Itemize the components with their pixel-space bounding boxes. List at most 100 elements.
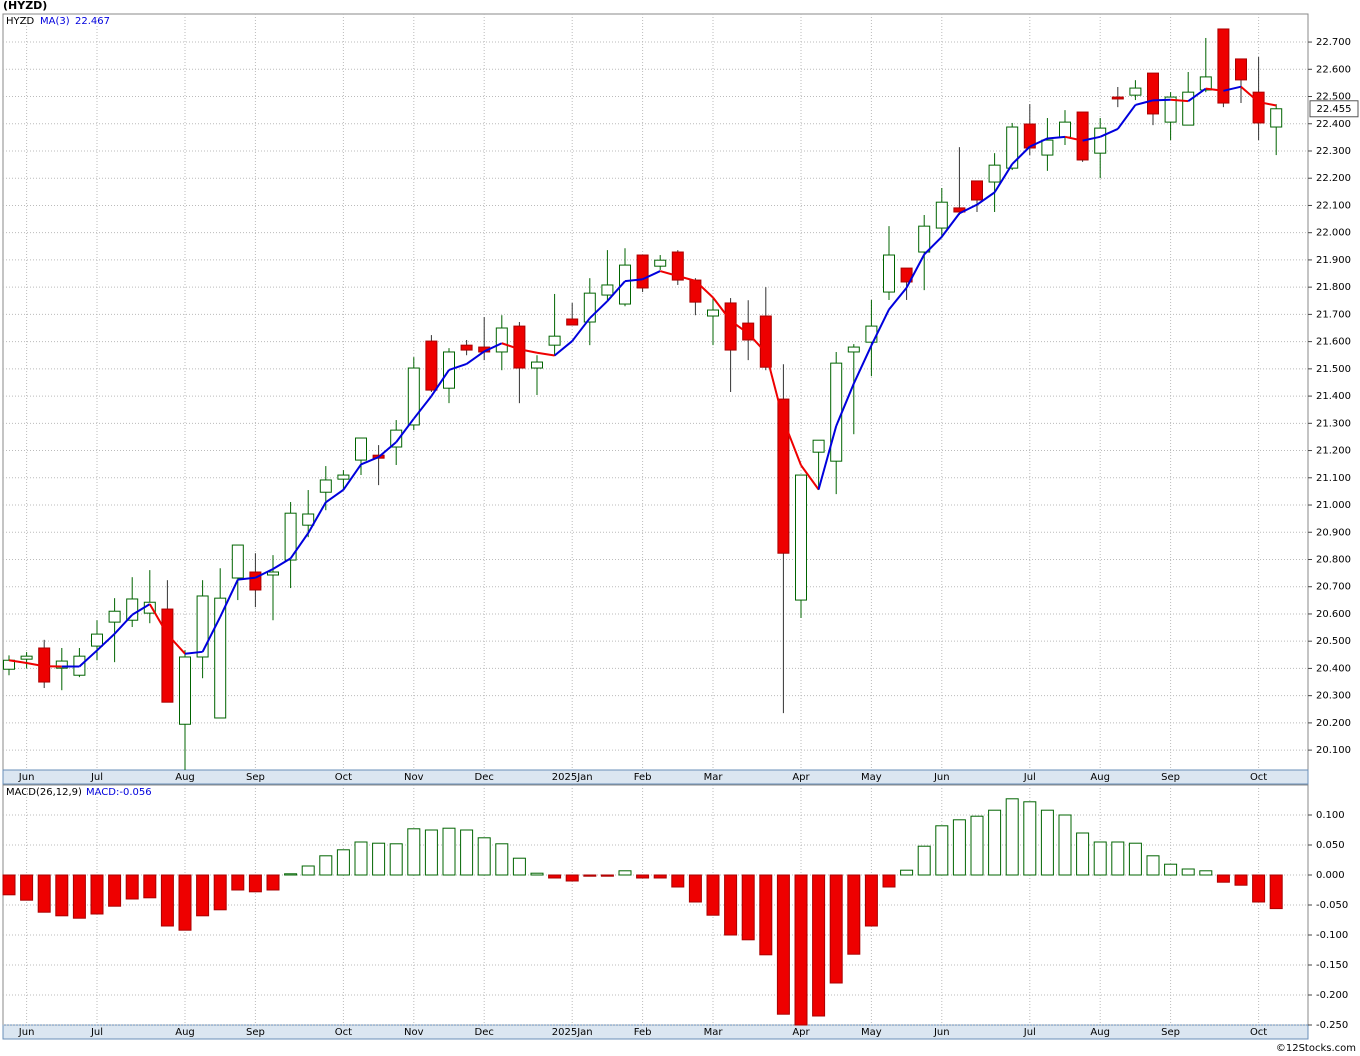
candle-body	[971, 180, 983, 201]
macd-bar	[1181, 868, 1195, 876]
ma-line	[905, 254, 926, 289]
ma-line	[1223, 85, 1242, 92]
candle-body	[460, 344, 473, 351]
candle-body	[988, 164, 1001, 183]
ma-line	[1187, 87, 1207, 102]
candle-body	[55, 660, 68, 669]
candle-body	[724, 302, 737, 351]
ma-line	[466, 350, 485, 365]
x-tick-label: Aug	[1090, 772, 1110, 783]
x-tick-label: Aug	[175, 772, 195, 783]
y-tick-label: 20.300	[1316, 691, 1351, 702]
ma-line	[360, 456, 379, 466]
y-tick-label: 22.700	[1316, 37, 1351, 48]
x-tick-label: Sep	[1161, 772, 1180, 783]
candle-body	[407, 367, 420, 426]
ma-line	[501, 342, 520, 351]
macd-bar	[178, 874, 192, 931]
candle-body	[795, 474, 807, 601]
macd-bar	[407, 828, 421, 876]
y-tick-label: 21.900	[1316, 255, 1351, 266]
ma-line	[852, 345, 873, 384]
macd-bar	[548, 874, 562, 879]
x-tick-label: Aug	[1090, 1027, 1110, 1038]
macd-bar	[1128, 842, 1142, 876]
ma-line	[26, 661, 45, 668]
macd-bar	[125, 874, 139, 900]
macd-bar	[1040, 809, 1054, 876]
macd-bar	[37, 874, 51, 913]
ma-line	[1011, 145, 1031, 165]
candle-body	[1235, 58, 1247, 81]
candle-body	[91, 633, 103, 647]
candle-body	[20, 655, 33, 660]
ma-line	[395, 418, 415, 443]
macd-bar	[160, 874, 174, 927]
macd-bar	[935, 825, 949, 876]
candle-body	[425, 340, 438, 391]
ma-line	[835, 383, 855, 427]
candle-body	[1147, 72, 1159, 115]
macd-bar	[213, 874, 227, 911]
candle-body	[531, 361, 543, 369]
y-tick-label: 20.700	[1316, 582, 1351, 593]
y-tick-label: 21.100	[1316, 473, 1351, 484]
x-tick-label: 2025Jan	[552, 1027, 593, 1038]
macd-bar	[776, 874, 790, 1015]
candle-body	[1217, 28, 1230, 104]
x-tick-label: Dec	[475, 772, 494, 783]
legend-macd-value: MACD:-0.056	[86, 787, 152, 798]
x-tick-label: Aug	[175, 1027, 195, 1038]
x-tick-label: Oct	[1250, 772, 1267, 783]
y-tick-label: 22.300	[1316, 146, 1351, 157]
macd-bar	[372, 842, 386, 876]
candle-body	[1164, 96, 1177, 123]
ma-line	[888, 287, 908, 311]
macd-bar	[917, 845, 931, 876]
x-tick-label: Jun	[18, 772, 35, 783]
macd-bar	[812, 874, 826, 1017]
macd-bar	[829, 874, 843, 984]
y-tick-label: 22.200	[1316, 173, 1351, 184]
x-axis-band	[2, 1024, 1309, 1040]
x-tick-label: Mar	[704, 1027, 724, 1038]
macd-bar	[1005, 798, 1019, 876]
macd-bar	[301, 865, 315, 876]
ma-line	[694, 280, 714, 299]
y-tick-label: 20.400	[1316, 663, 1351, 674]
ma-line	[659, 270, 679, 277]
candle-body	[284, 512, 297, 561]
candle-body	[231, 544, 244, 579]
price-tag-label: 22.455	[1317, 104, 1352, 115]
y-tick-label: 0.000	[1316, 870, 1345, 881]
y-tick-label: 20.500	[1316, 636, 1351, 647]
macd-bar	[1023, 801, 1037, 876]
x-tick-label: 2025Jan	[552, 772, 593, 783]
y-tick-label: 21.800	[1316, 282, 1351, 293]
candle-body	[249, 571, 262, 591]
macd-bar	[231, 874, 245, 891]
x-tick-label: Sep	[1161, 1027, 1180, 1038]
macd-bar	[1269, 874, 1283, 910]
candle-body	[935, 201, 948, 229]
candle-body	[900, 267, 913, 283]
ma-line	[941, 212, 961, 238]
x-tick-label: Jul	[90, 772, 103, 783]
ma-line	[413, 395, 433, 420]
ma-line	[519, 348, 538, 354]
ma-line	[1240, 85, 1260, 103]
y-tick-label: -0.200	[1316, 990, 1348, 1001]
ma-line	[976, 191, 996, 206]
candle-body	[196, 595, 209, 658]
candle-body	[636, 254, 649, 289]
x-tick-label: Feb	[634, 1027, 652, 1038]
candle-body	[1094, 127, 1107, 154]
ma-line	[923, 236, 943, 256]
ma-line	[184, 650, 203, 655]
macd-bar	[477, 837, 491, 876]
candle-body	[1006, 126, 1019, 169]
ma-line	[677, 275, 696, 282]
ma-line	[624, 278, 643, 283]
